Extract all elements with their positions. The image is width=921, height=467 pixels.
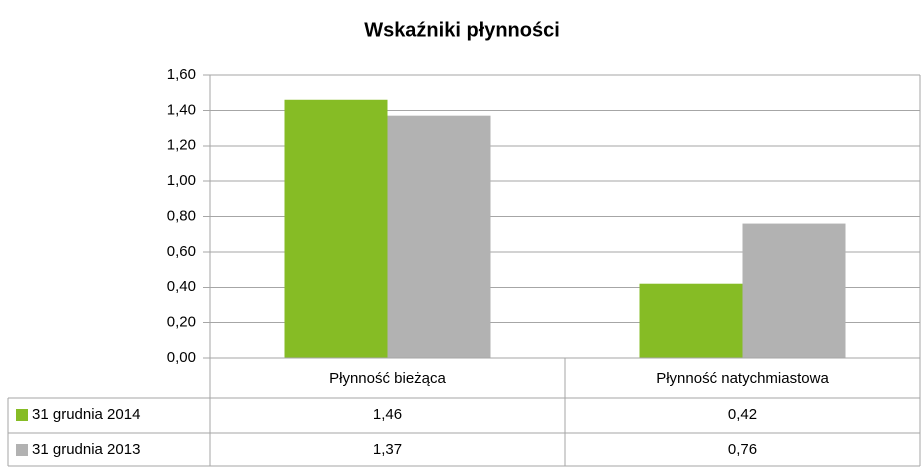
bar: [639, 283, 743, 358]
bar: [284, 99, 388, 358]
y-tick-label: 1,40: [167, 101, 196, 118]
data-table-value: 1,37: [373, 441, 402, 458]
y-tick-label: 0,40: [167, 278, 196, 295]
data-table-value: 0,76: [728, 441, 757, 458]
legend-swatch: [16, 409, 28, 421]
y-tick-label: 0,60: [167, 243, 196, 260]
x-tick-label: Płynność bieżąca: [329, 370, 446, 387]
y-tick-label: 0,00: [167, 349, 196, 366]
data-table-value: 0,42: [728, 406, 757, 423]
data-table-value: 1,46: [373, 406, 402, 423]
x-tick-label: Płynność natychmiastowa: [656, 370, 829, 387]
legend-swatch: [16, 444, 28, 456]
y-tick-label: 1,60: [167, 66, 196, 83]
bar: [742, 223, 846, 358]
y-tick-label: 1,20: [167, 137, 196, 154]
bar: [387, 115, 491, 359]
legend-label: 31 grudnia 2013: [32, 441, 140, 458]
y-tick-label: 0,80: [167, 207, 196, 224]
y-tick-label: 1,00: [167, 172, 196, 189]
legend-label: 31 grudnia 2014: [32, 406, 140, 423]
chart-title: Wskaźniki płynności: [364, 19, 560, 41]
y-tick-label: 0,20: [167, 314, 196, 331]
